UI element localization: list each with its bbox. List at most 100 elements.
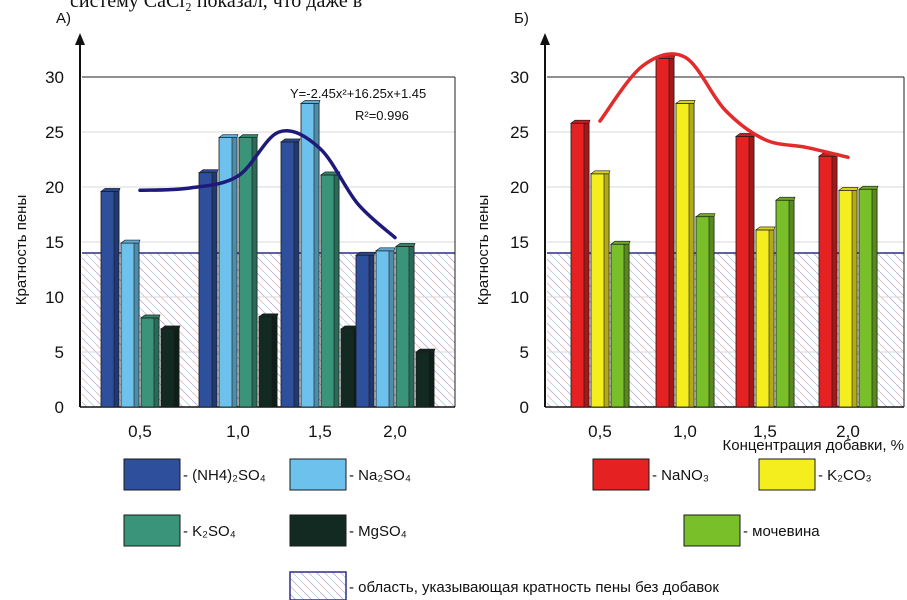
bar-top (775, 196, 796, 201)
legend-label-k2so4: - K₂SO₄ (183, 523, 236, 540)
bar (655, 55, 676, 408)
y-tick-label: 15 (510, 233, 529, 252)
bar (395, 243, 416, 408)
legend-swatch-nh4-2so4 (123, 458, 181, 491)
bar (120, 239, 141, 408)
legend-swatch-urea (683, 514, 741, 547)
bar (818, 152, 839, 408)
bar (100, 188, 121, 408)
x-tick-label: 0,5 (588, 422, 612, 441)
legend-item-k2co3: - K₂CO₃ (758, 458, 872, 491)
x-tick-label: 1,5 (308, 422, 332, 441)
panel-b: Б) Кратность пены 0 5 10 15 20 25 30 0,5 1,0 1,5… (475, 10, 905, 454)
y-tick-label: 30 (45, 68, 64, 87)
bar-side (623, 243, 630, 408)
bar-side (851, 190, 858, 408)
bar (198, 169, 219, 408)
bar-side (293, 141, 300, 408)
bar-top (160, 325, 181, 330)
legend-label-na2so4: - Na₂SO₄ (349, 467, 411, 484)
bar-side (408, 246, 415, 408)
bar-side (748, 136, 755, 408)
bar-side (153, 317, 160, 408)
bar-top (695, 213, 716, 217)
bar (735, 133, 756, 408)
bar-top (375, 247, 396, 252)
x-tick-label: 2,0 (836, 422, 860, 441)
bar-top (258, 313, 279, 318)
legend-swatch-mgso4 (289, 514, 347, 547)
bar-top (355, 251, 376, 256)
panel-b-xlabel: Концентрация добавки, % (723, 437, 905, 454)
legend-label-urea: - мочевина (743, 523, 820, 540)
bar-side (788, 199, 795, 408)
bar (570, 119, 591, 408)
panel-a-label: А) (56, 10, 71, 27)
legend-label-nh4-2so4: - (NH4)₂SO₄ (183, 467, 266, 484)
y-tick-label: 10 (510, 288, 529, 307)
y-tick-label: 5 (55, 343, 64, 362)
bar (218, 134, 239, 408)
bar-side (603, 173, 610, 408)
legend-item-nano3: - NaNO₃ (592, 458, 709, 491)
x-tick-label: 0,5 (128, 422, 152, 441)
bar-side (708, 216, 715, 408)
x-tick-label: 1,0 (226, 422, 250, 441)
trend-curve (598, 52, 850, 160)
y-tick-label: 0 (55, 398, 64, 417)
bar-side (388, 250, 395, 408)
panel-a-yticks: 0 5 10 15 20 25 30 (45, 68, 64, 417)
bar (258, 313, 279, 408)
bar-top (320, 171, 341, 176)
panel-b-label: Б) (514, 10, 529, 27)
top-cut-text: системy CaCl₂ показал, что даже в (70, 0, 363, 12)
trend-curve (138, 129, 397, 240)
legend-label-nano3: - NaNO₃ (652, 467, 709, 484)
bar-top (570, 119, 591, 124)
bar (320, 171, 341, 408)
bar (775, 196, 796, 408)
bar-top (120, 239, 141, 244)
legend-label-mgso4: - MgSO₄ (349, 523, 407, 540)
panel-a-plot (75, 33, 456, 408)
bar-side (133, 242, 140, 408)
panel-b-yticks: 0 5 10 15 20 25 30 (510, 68, 529, 417)
y-axis-arrow (540, 33, 550, 45)
bar (858, 185, 879, 408)
legend-item-mgso4: - MgSO₄ (289, 514, 407, 547)
bar-side (173, 328, 180, 408)
bar-side (211, 172, 218, 408)
x-tick-label: 1,5 (753, 422, 777, 441)
bar-top (858, 185, 879, 190)
panel-b-plot (540, 33, 905, 408)
bar (375, 247, 396, 408)
bar-side (428, 351, 435, 408)
bar-side (871, 188, 878, 408)
bar (695, 213, 716, 408)
bar-top (610, 240, 631, 245)
y-tick-label: 5 (520, 343, 529, 362)
bar-top (100, 188, 121, 192)
bar (415, 348, 436, 408)
bar-top (838, 187, 859, 191)
bar-top (198, 169, 219, 173)
bar-top (238, 134, 259, 138)
bar-top (675, 100, 696, 104)
trend-r2: R²=0.996 (355, 108, 409, 123)
legend-label-baseline: - область, указывающая кратность пены бе… (349, 579, 719, 596)
bar-top (280, 138, 301, 143)
bar-side (583, 122, 590, 408)
bar-side (768, 229, 775, 408)
panel-b-xticks: 0,5 1,0 1,5 2,0 (588, 422, 860, 441)
legend-swatch-na2so4 (289, 458, 347, 491)
legend-label-k2co3: - K₂CO₃ (818, 467, 872, 484)
bar-top (218, 134, 239, 138)
bar (300, 100, 321, 408)
panel-a: А) Кратность пены 0 5 10 15 20 25 30 0,5 1,0 1,5… (13, 10, 456, 441)
bar (610, 240, 631, 408)
y-tick-label: 20 (510, 178, 529, 197)
legend-swatch-baseline (289, 571, 347, 600)
bar-top (395, 243, 416, 247)
y-tick-label: 0 (520, 398, 529, 417)
bar-side (831, 155, 838, 408)
